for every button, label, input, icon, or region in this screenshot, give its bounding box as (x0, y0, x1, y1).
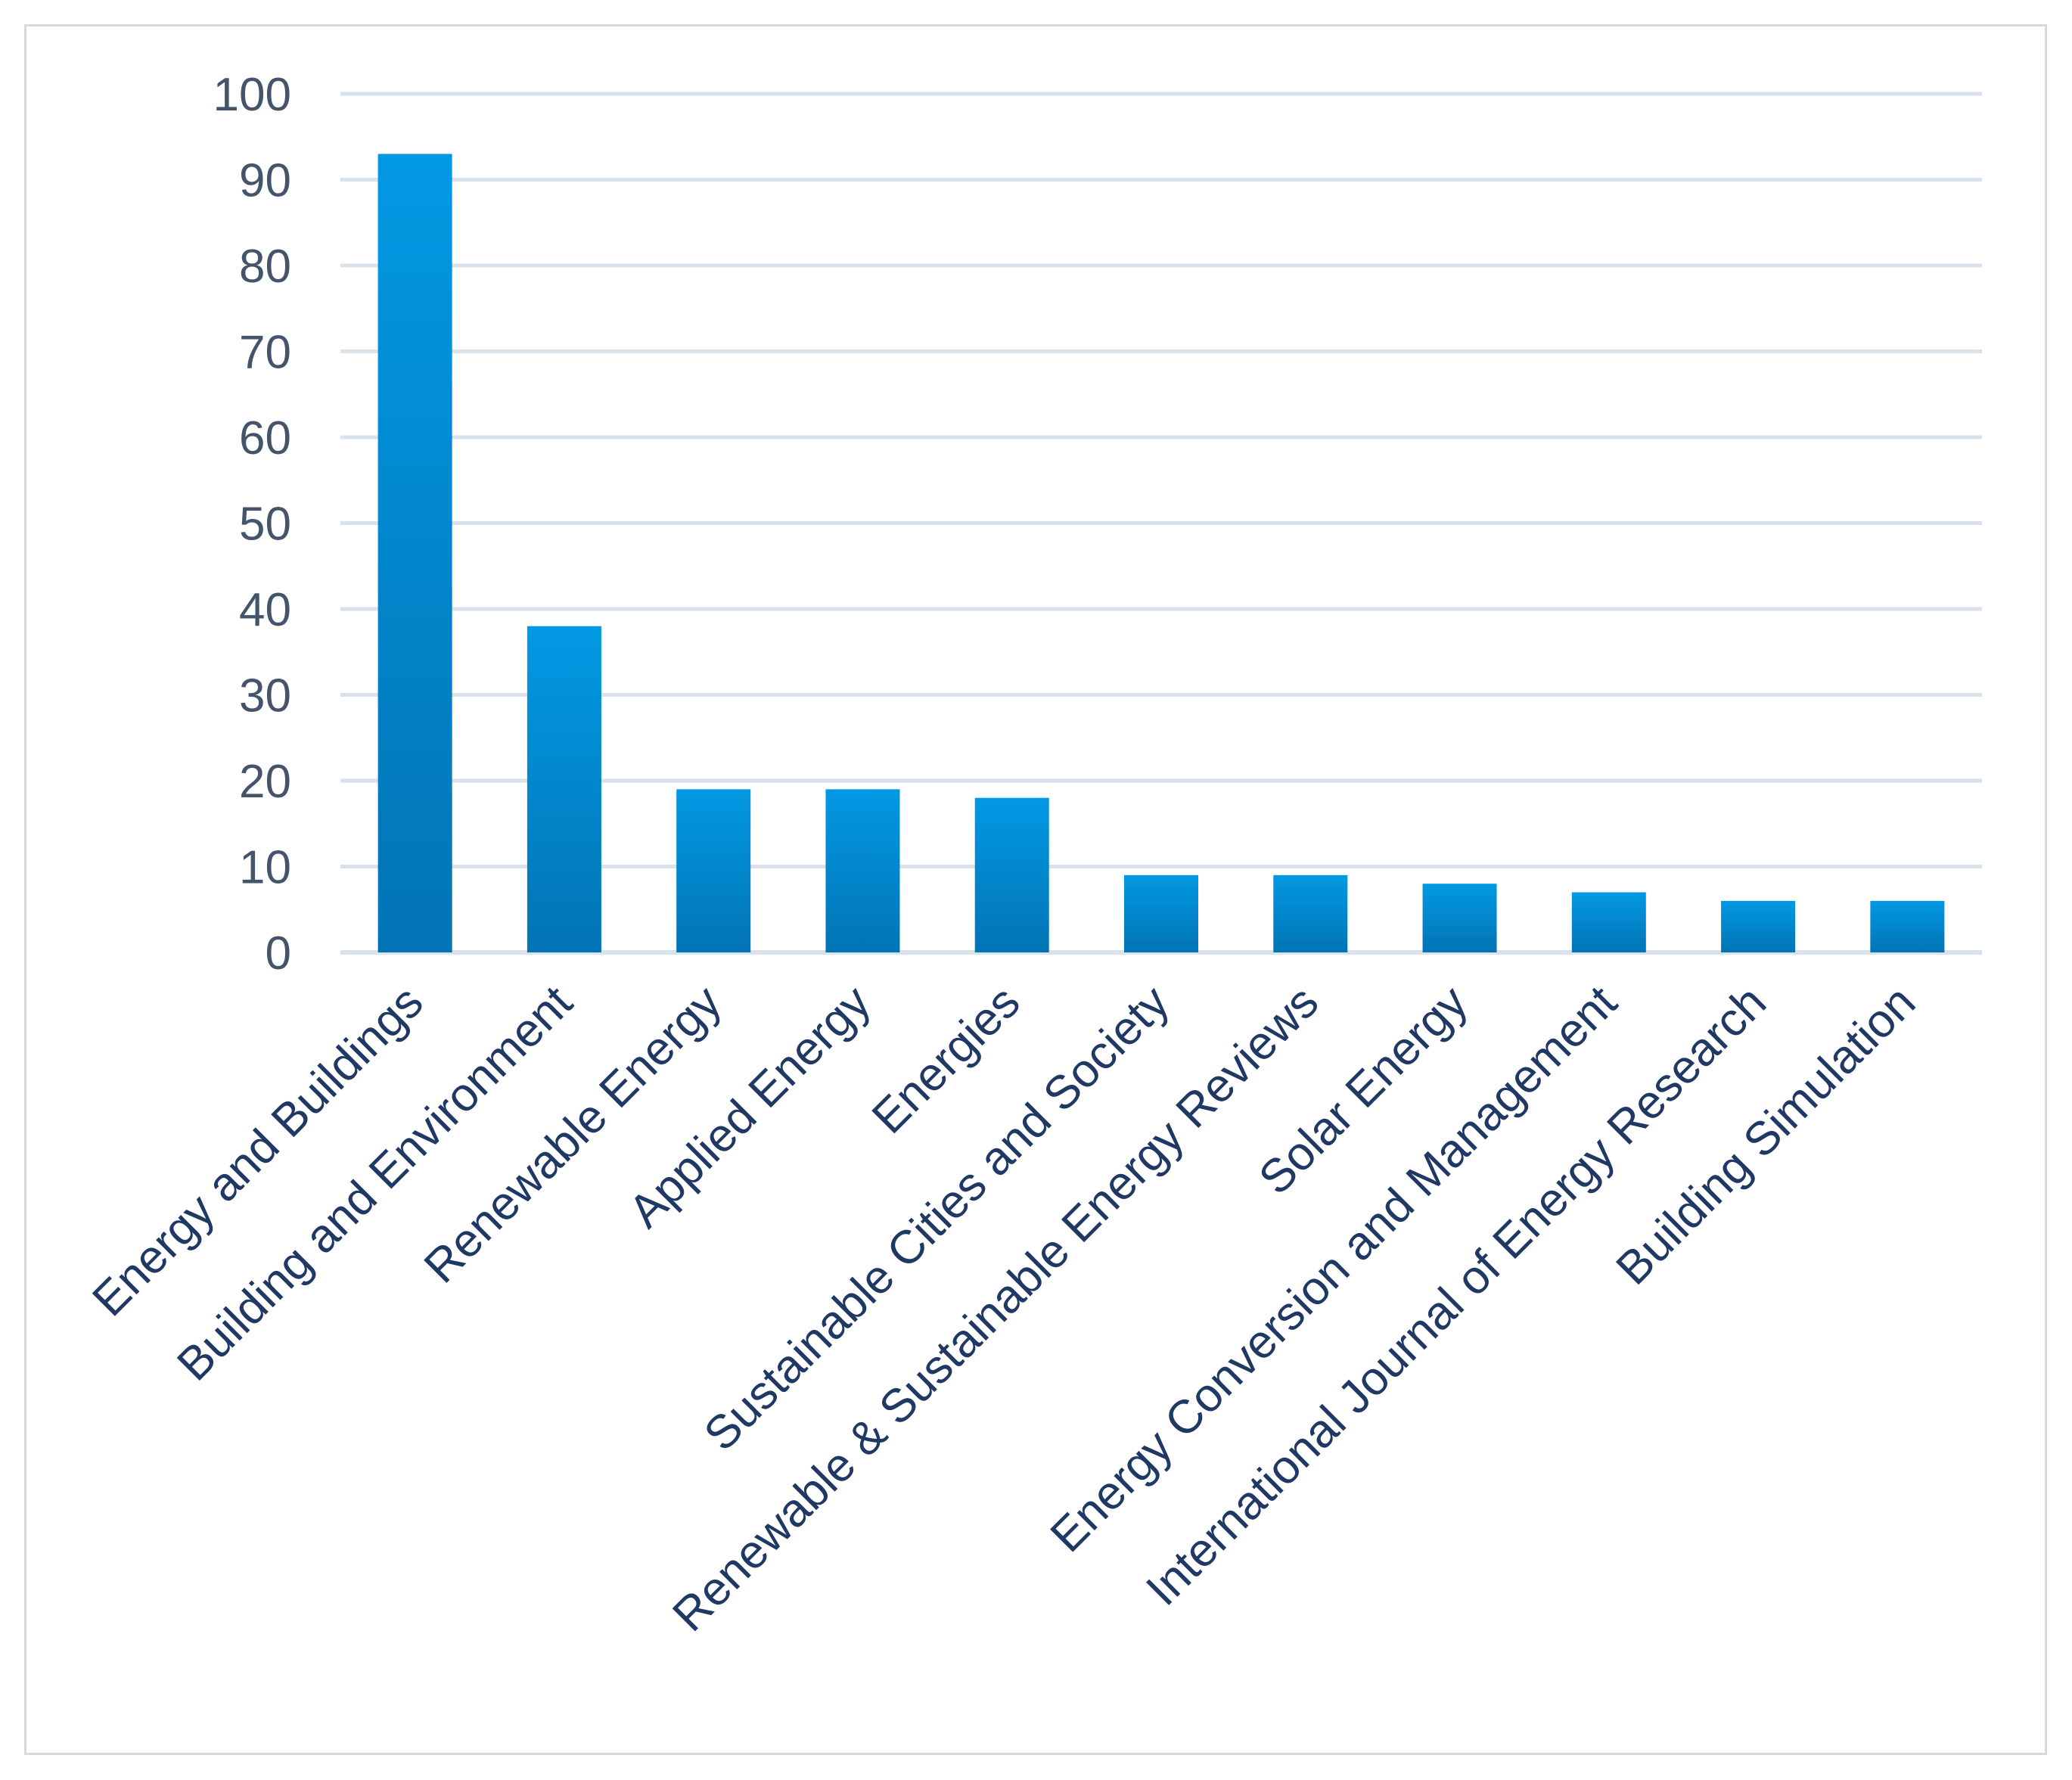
y-tick-label: 50 (239, 499, 291, 551)
y-tick-label: 90 (239, 155, 291, 207)
bar (1422, 884, 1497, 952)
bar (1124, 874, 1198, 952)
bar (825, 789, 900, 952)
bar (1870, 900, 1945, 952)
y-tick-label: 60 (239, 412, 291, 464)
bar (974, 797, 1049, 952)
gridlines (340, 92, 1982, 955)
y-tick-label: 40 (239, 584, 291, 636)
y-tick-label: 10 (239, 842, 291, 894)
y-tick-label: 80 (239, 241, 291, 293)
bar (1721, 900, 1796, 952)
y-tick-label: 0 (266, 927, 291, 980)
y-tick-label: 20 (239, 756, 291, 808)
bar (377, 154, 452, 953)
bar (1571, 892, 1646, 952)
bar (1273, 874, 1348, 952)
y-tick-label: 70 (239, 327, 291, 379)
y-tick-label: 30 (239, 670, 291, 722)
y-axis-ticks: 0 10 20 30 40 50 60 70 80 90 100 (213, 69, 291, 980)
y-tick-label: 100 (213, 69, 291, 121)
bar (527, 626, 601, 952)
bar (676, 789, 751, 952)
x-tick-label: Energy Conversion and Management (1041, 976, 1627, 1562)
x-tick-label: Renewable Energy (415, 976, 732, 1293)
x-tick-label: Building Simulation (1607, 976, 1926, 1295)
bars (377, 154, 1945, 953)
